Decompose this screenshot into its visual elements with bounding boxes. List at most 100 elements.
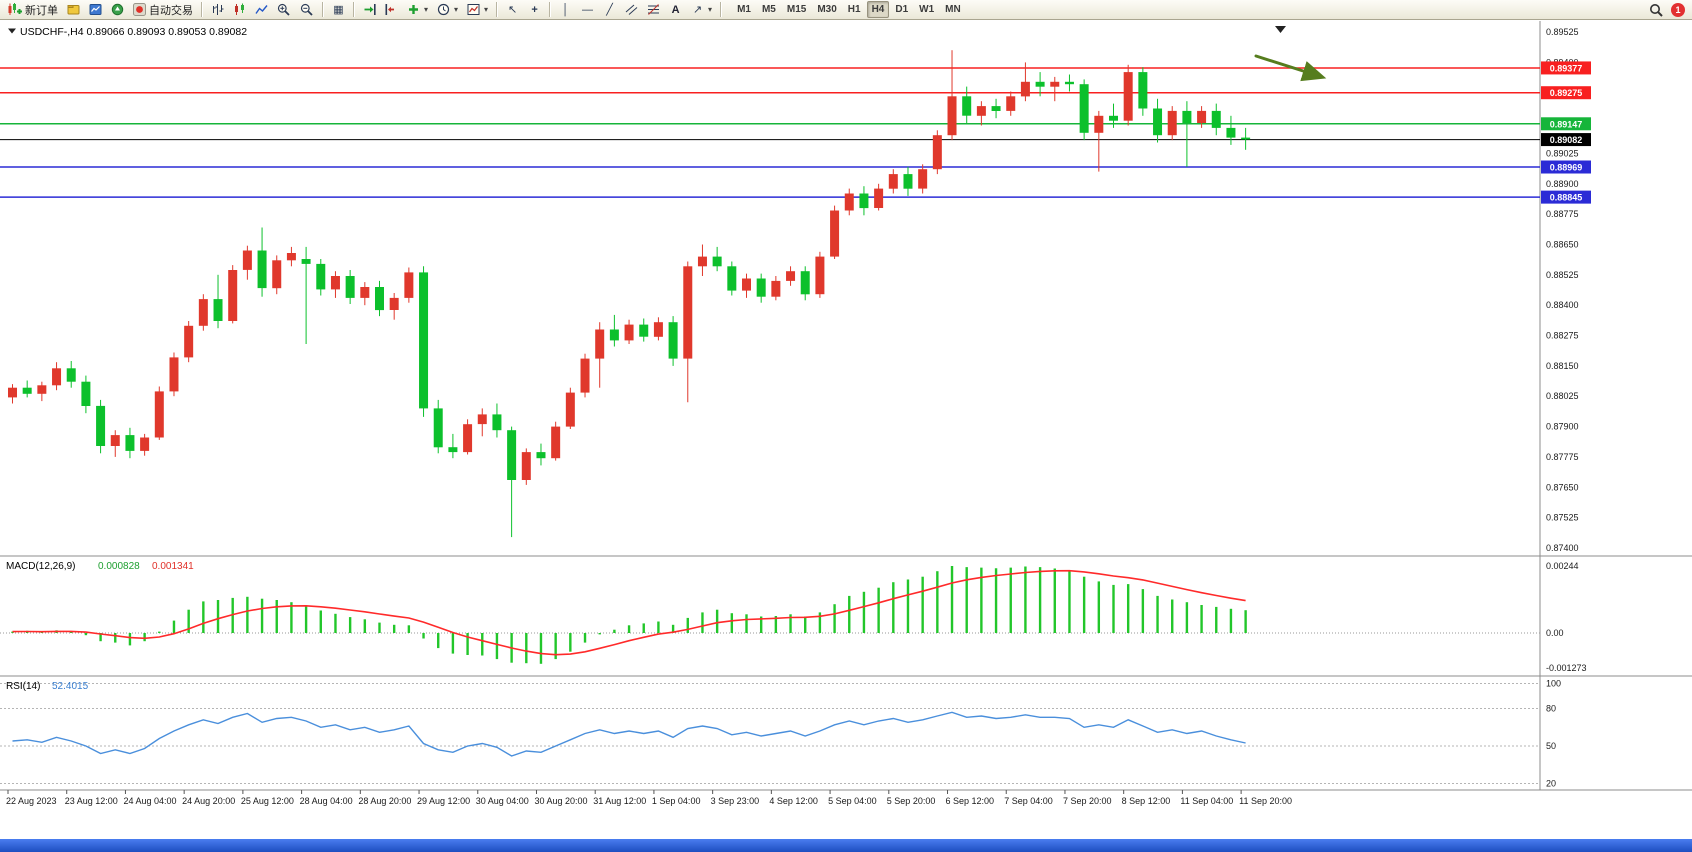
new-order-button[interactable]: 新订单 <box>4 1 62 19</box>
price-axis-tick: 0.88525 <box>1546 270 1579 280</box>
auto-scroll-button[interactable] <box>359 1 380 19</box>
chevron-down-icon: ▾ <box>454 5 459 14</box>
price-axis-tick: 0.87650 <box>1546 482 1579 492</box>
market-watch-icon <box>89 4 102 15</box>
navigator-button[interactable] <box>107 1 128 19</box>
search-icon <box>1650 3 1663 17</box>
time-axis-label: 8 Sep 12:00 <box>1122 796 1171 806</box>
bar-chart-icon <box>213 4 224 15</box>
level-price-box <box>1541 117 1591 131</box>
timeframe-button-M30[interactable]: M30 <box>812 1 841 18</box>
text-button[interactable]: A <box>665 1 686 19</box>
trend-arrow-annotation[interactable] <box>1254 54 1327 82</box>
time-axis-label: 30 Aug 04:00 <box>476 796 529 806</box>
time-axis-label: 3 Sep 23:00 <box>711 796 760 806</box>
autotrading-label: 自动交易 <box>149 4 193 17</box>
line-chart-button[interactable] <box>251 1 272 19</box>
arrow-tools-button[interactable]: ↗ ▾ <box>687 1 716 19</box>
svg-text:0.88845: 0.88845 <box>1550 193 1583 203</box>
timeframe-button-D1[interactable]: D1 <box>890 1 913 18</box>
timeframe-button-M1[interactable]: M1 <box>732 1 756 18</box>
time-axis-label: 29 Aug 12:00 <box>417 796 470 806</box>
indicators-button[interactable]: ▾ <box>403 1 432 19</box>
time-axis-label: 4 Sep 12:00 <box>769 796 818 806</box>
candlestick-chart-icon <box>235 3 244 15</box>
chevron-down-icon: ▾ <box>424 5 429 14</box>
cursor-button[interactable]: ↖ <box>502 1 523 19</box>
candlestick-series <box>8 50 1251 538</box>
market-watch-button[interactable] <box>85 1 106 19</box>
arrow-tool-icon: ↗ <box>692 3 703 16</box>
timeframe-button-M15[interactable]: M15 <box>782 1 811 18</box>
candlestick-chart-button[interactable] <box>229 1 250 19</box>
macd-axis-tick: 0.00 <box>1546 628 1564 638</box>
rsi-axis-tick: 20 <box>1546 779 1556 789</box>
timeframe-button-H4[interactable]: H4 <box>866 1 890 18</box>
text-icon: A <box>671 3 680 16</box>
svg-text:0.89275: 0.89275 <box>1550 88 1583 98</box>
profiles-button[interactable] <box>63 1 84 19</box>
price-axis-tick: 0.89525 <box>1546 27 1579 37</box>
vertical-line-button[interactable]: │ <box>555 1 576 19</box>
macd-axis-tick: -0.001273 <box>1546 663 1587 673</box>
toolbar-separator <box>201 2 203 17</box>
auto-scroll-icon <box>364 4 376 15</box>
crosshair-icon: + <box>531 3 538 16</box>
tile-windows-button[interactable]: ▦ <box>328 1 349 19</box>
tile-windows-icon: ▦ <box>333 3 344 16</box>
macd-value-signal: 0.001341 <box>152 561 194 572</box>
price-axis-tick: 0.88650 <box>1546 239 1579 249</box>
chart-shift-marker[interactable] <box>1275 26 1286 33</box>
price-axis-tick: 0.87900 <box>1546 422 1579 432</box>
channel-button[interactable] <box>621 1 642 19</box>
timeframe-button-MN[interactable]: MN <box>940 1 966 18</box>
trendline-button[interactable]: ╱ <box>599 1 620 19</box>
crosshair-button[interactable]: + <box>524 1 545 19</box>
main-toolbar: 新订单 自动交易 ▦ ▾ ▾ ▾ ↖ + <box>0 0 1692 20</box>
time-axis-label: 11 Sep 04:00 <box>1180 796 1233 806</box>
svg-text:0.89147: 0.89147 <box>1550 119 1583 129</box>
macd-label: MACD(12,26,9) <box>6 561 75 572</box>
price-axis-tick: 0.88900 <box>1546 179 1579 189</box>
level-price-box <box>1541 190 1591 204</box>
templates-button[interactable]: ▾ <box>463 1 492 19</box>
macd-signal-line <box>12 569 1246 656</box>
time-axis-label: 7 Sep 04:00 <box>1004 796 1053 806</box>
symbol-dropdown-icon[interactable] <box>8 28 16 34</box>
time-axis-label: 24 Aug 20:00 <box>182 796 235 806</box>
line-chart-icon <box>255 5 268 14</box>
zoom-out-button[interactable] <box>296 1 318 19</box>
search-button[interactable] <box>1645 1 1667 19</box>
toolbar-separator <box>322 2 324 17</box>
zoom-in-button[interactable] <box>273 1 295 19</box>
horizontal-line-button[interactable]: — <box>577 1 598 19</box>
time-axis-label: 7 Sep 20:00 <box>1063 796 1112 806</box>
cursor-icon: ↖ <box>507 3 518 16</box>
time-axis-label: 24 Aug 04:00 <box>123 796 176 806</box>
time-axis-label: 5 Sep 20:00 <box>887 796 936 806</box>
time-axis-label: 30 Aug 20:00 <box>534 796 587 806</box>
price-axis-tick: 0.88025 <box>1546 391 1579 401</box>
periods-button[interactable]: ▾ <box>433 1 462 19</box>
level-price-box <box>1541 160 1591 174</box>
rsi-value: 52.4015 <box>52 681 89 692</box>
rsi-line <box>12 711 1246 757</box>
fibonacci-icon <box>648 4 660 15</box>
timeframe-button-W1[interactable]: W1 <box>914 1 939 18</box>
vertical-line-icon: │ <box>562 3 569 16</box>
time-axis-label: 23 Aug 12:00 <box>65 796 118 806</box>
svg-text:0.89377: 0.89377 <box>1550 63 1583 73</box>
autotrading-button[interactable]: 自动交易 <box>129 1 197 19</box>
bar-chart-button[interactable] <box>207 1 228 19</box>
timeframe-button-M5[interactable]: M5 <box>757 1 781 18</box>
toolbar-separator <box>496 2 499 17</box>
timeframe-button-H1[interactable]: H1 <box>843 1 866 18</box>
macd-axis-tick: 0.00244 <box>1546 561 1579 571</box>
fibonacci-button[interactable] <box>643 1 664 19</box>
notification-badge[interactable]: 1 <box>1671 2 1685 17</box>
rsi-axis-tick: 80 <box>1546 704 1556 714</box>
level-price-box <box>1541 86 1591 100</box>
chart-shift-button[interactable] <box>381 1 402 19</box>
chart-shift-icon <box>385 4 394 15</box>
